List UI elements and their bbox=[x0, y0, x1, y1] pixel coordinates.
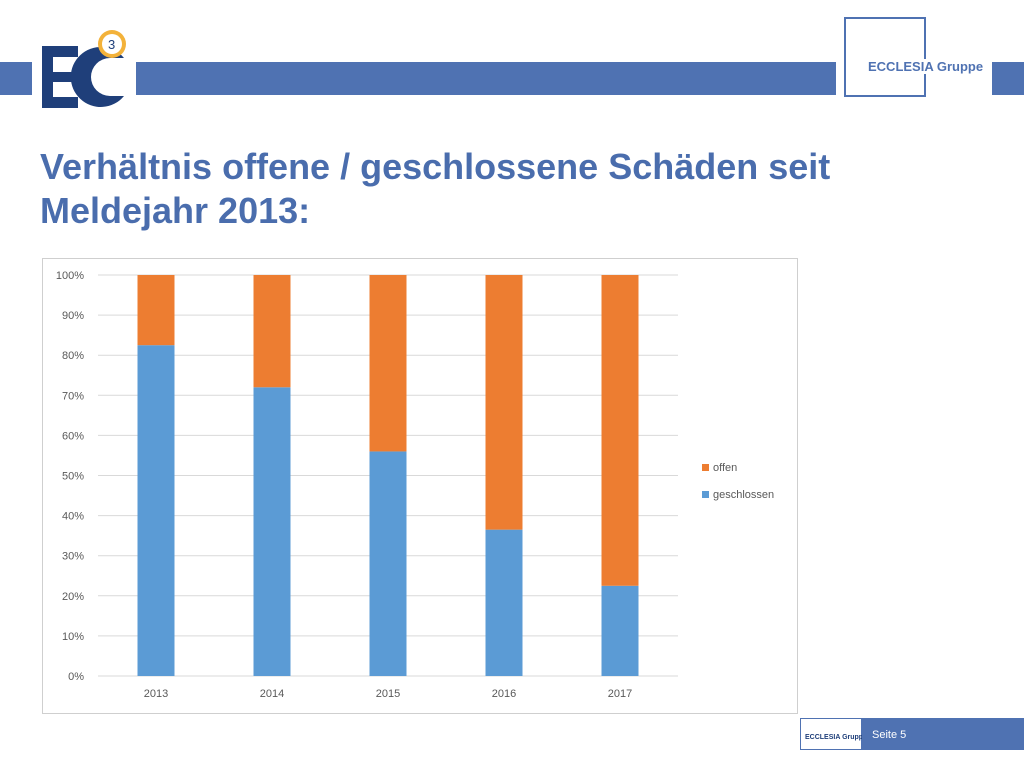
legend-label-offen: offen bbox=[713, 462, 737, 474]
footer-logo-box bbox=[800, 718, 862, 750]
logo-badge-number: 3 bbox=[108, 37, 115, 52]
header-band-left bbox=[0, 62, 32, 95]
bar-geschlossen-2013 bbox=[137, 345, 175, 676]
y-tick-label: 80% bbox=[62, 350, 84, 362]
bar-offen-2014 bbox=[253, 275, 291, 388]
bar-offen-2016 bbox=[485, 275, 523, 530]
x-tick-label: 2013 bbox=[144, 688, 168, 700]
ecclesia-logo-box bbox=[844, 17, 926, 97]
page-number: Seite 5 bbox=[872, 729, 907, 741]
x-tick-label: 2016 bbox=[492, 688, 516, 700]
legend-label-geschlossen: geschlossen bbox=[713, 489, 774, 501]
y-tick-label: 50% bbox=[62, 471, 84, 483]
slide-title: Verhältnis offene / geschlossene Schäden… bbox=[40, 146, 831, 231]
bar-geschlossen-2016 bbox=[485, 529, 523, 676]
bar-offen-2017 bbox=[601, 275, 639, 586]
y-tick-label: 0% bbox=[68, 671, 84, 683]
y-tick-label: 100% bbox=[56, 270, 84, 282]
bar-geschlossen-2015 bbox=[369, 451, 407, 676]
bar-geschlossen-2017 bbox=[601, 585, 639, 676]
y-tick-label: 90% bbox=[62, 310, 84, 322]
header-band-right bbox=[992, 62, 1024, 95]
chart-frame: 0% 10% 20% 30% 40% 50% 60% 70% 80% 90% 100% 2013 201… bbox=[42, 258, 798, 714]
bar-geschlossen-2014 bbox=[253, 387, 291, 676]
y-tick-label: 60% bbox=[62, 430, 84, 442]
ec3-logo: 3 bbox=[42, 30, 126, 108]
footer-band bbox=[862, 718, 1024, 750]
bar-offen-2013 bbox=[137, 275, 175, 346]
legend-swatch-geschlossen bbox=[702, 491, 709, 498]
x-tick-label: 2017 bbox=[608, 688, 632, 700]
y-tick-label: 20% bbox=[62, 591, 84, 603]
header-band-main bbox=[136, 62, 836, 95]
y-tick-label: 30% bbox=[62, 551, 84, 563]
y-tick-label: 40% bbox=[62, 511, 84, 523]
x-tick-label: 2015 bbox=[376, 688, 400, 700]
bar-offen-2015 bbox=[369, 275, 407, 452]
y-tick-label: 10% bbox=[62, 631, 84, 643]
stacked-bar-chart: 0% 10% 20% 30% 40% 50% 60% 70% 80% 90% 100% 2013 201… bbox=[56, 270, 774, 700]
ecclesia-logo-text: ECCLESIA Gruppe bbox=[866, 59, 986, 74]
legend-swatch-offen bbox=[702, 464, 709, 471]
x-tick-label: 2014 bbox=[260, 688, 284, 700]
footer-logo-text: ECCLESIA Gruppe bbox=[805, 734, 867, 741]
y-tick-label: 70% bbox=[62, 390, 84, 402]
